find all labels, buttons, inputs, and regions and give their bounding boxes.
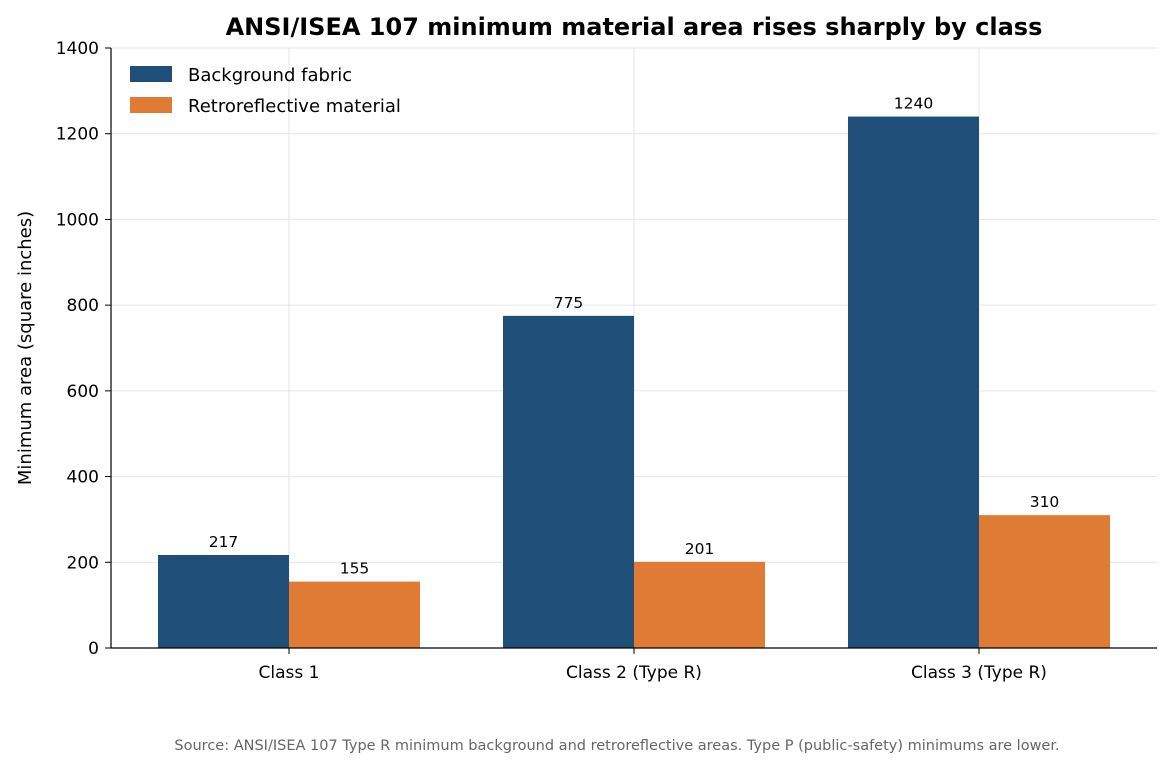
axes: 0 200 400 600 800 1000 1200 1400 Class 1 Class 2 … [56, 39, 1157, 683]
x-tick-label: Class 1 [259, 663, 320, 683]
y-tick-label: 1200 [56, 125, 99, 145]
legend-swatch-retroreflective-material [130, 97, 172, 113]
bar-value-label: 201 [685, 540, 715, 558]
legend-label-retroreflective-material: Retroreflective material [188, 96, 401, 117]
bar-background-fabric [848, 116, 979, 649]
y-tick-label: 1400 [56, 39, 99, 59]
chart-title: ANSI/ISEA 107 minimum material area rise… [226, 13, 1043, 41]
y-tick-label: 0 [88, 639, 99, 659]
bar-retroreflective-material [979, 515, 1110, 648]
x-tick-label: Class 2 (Type R) [566, 663, 702, 683]
bar-background-fabric [158, 555, 289, 648]
bar-retroreflective-material [289, 581, 420, 648]
legend-label-background-fabric: Background fabric [188, 65, 352, 86]
bar-value-label: 310 [1030, 493, 1060, 511]
y-tick-label: 600 [67, 382, 99, 402]
bar-value-label: 775 [554, 294, 584, 312]
y-tick-label: 1000 [56, 210, 99, 230]
source-footnote: Source: ANSI/ISEA 107 Type R minimum bac… [174, 738, 1059, 754]
bar-value-label: 217 [209, 533, 239, 551]
bar-value-label: 1240 [894, 95, 933, 113]
y-tick-label: 200 [67, 553, 99, 573]
bar-retroreflective-material [634, 561, 765, 648]
legend-swatch-background-fabric [130, 66, 172, 82]
bar-background-fabric [503, 315, 634, 648]
bar-value-label: 155 [340, 560, 370, 578]
bars: 217 775 1240 155 201 310 [158, 95, 1110, 649]
y-tick-label: 400 [67, 468, 99, 488]
y-axis-title: Minimum area (square inches) [15, 211, 36, 485]
y-tick-label: 800 [67, 296, 99, 316]
legend: Background fabric Retroreflective materi… [130, 65, 401, 117]
x-tick-label: Class 3 (Type R) [911, 663, 1047, 683]
